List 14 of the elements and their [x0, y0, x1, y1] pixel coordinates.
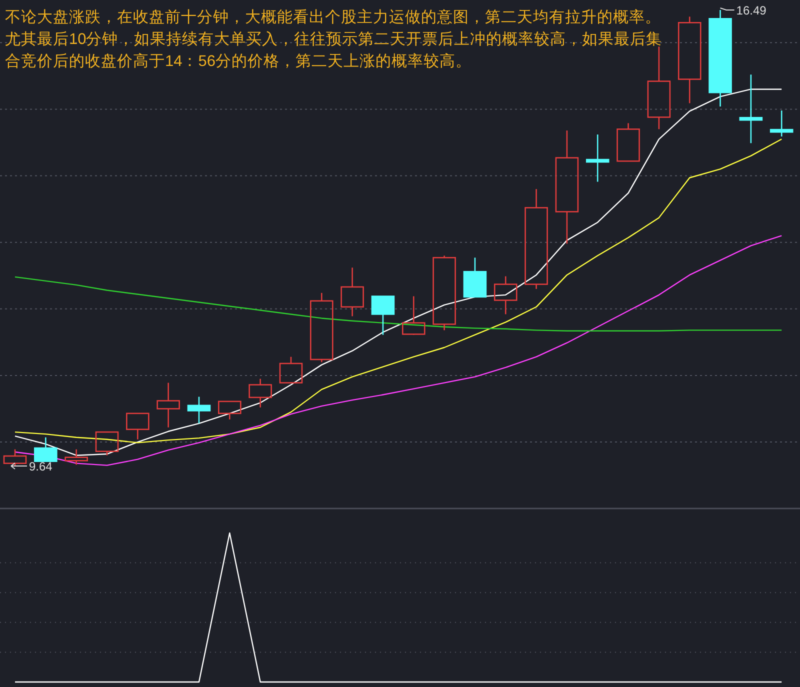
annotation: 16.49	[736, 3, 767, 18]
candlestick	[248, 378, 272, 408]
candlestick	[647, 46, 671, 130]
annotation: 9.64	[29, 459, 53, 474]
candlestick	[739, 74, 763, 144]
candlestick	[678, 16, 702, 104]
candlestick	[340, 266, 364, 317]
candlestick	[432, 254, 456, 331]
candlestick	[524, 188, 548, 290]
candlestick	[586, 134, 610, 182]
candlestick	[156, 382, 180, 428]
candlestick	[555, 130, 579, 244]
text: 不论大盘涨跌，在收盘前十分钟，大概能看出个股主力运做的意图，第二天均有拉升的概率。尤其最后10分钟，如果持续有大单买入，往往预示第二天开票后上冲的概率较高，如果最后集合竞价后的收盘价高于14：56分的价格，第二天上涨的概率较高。	[5, 8, 662, 70]
candlestick	[494, 276, 518, 315]
